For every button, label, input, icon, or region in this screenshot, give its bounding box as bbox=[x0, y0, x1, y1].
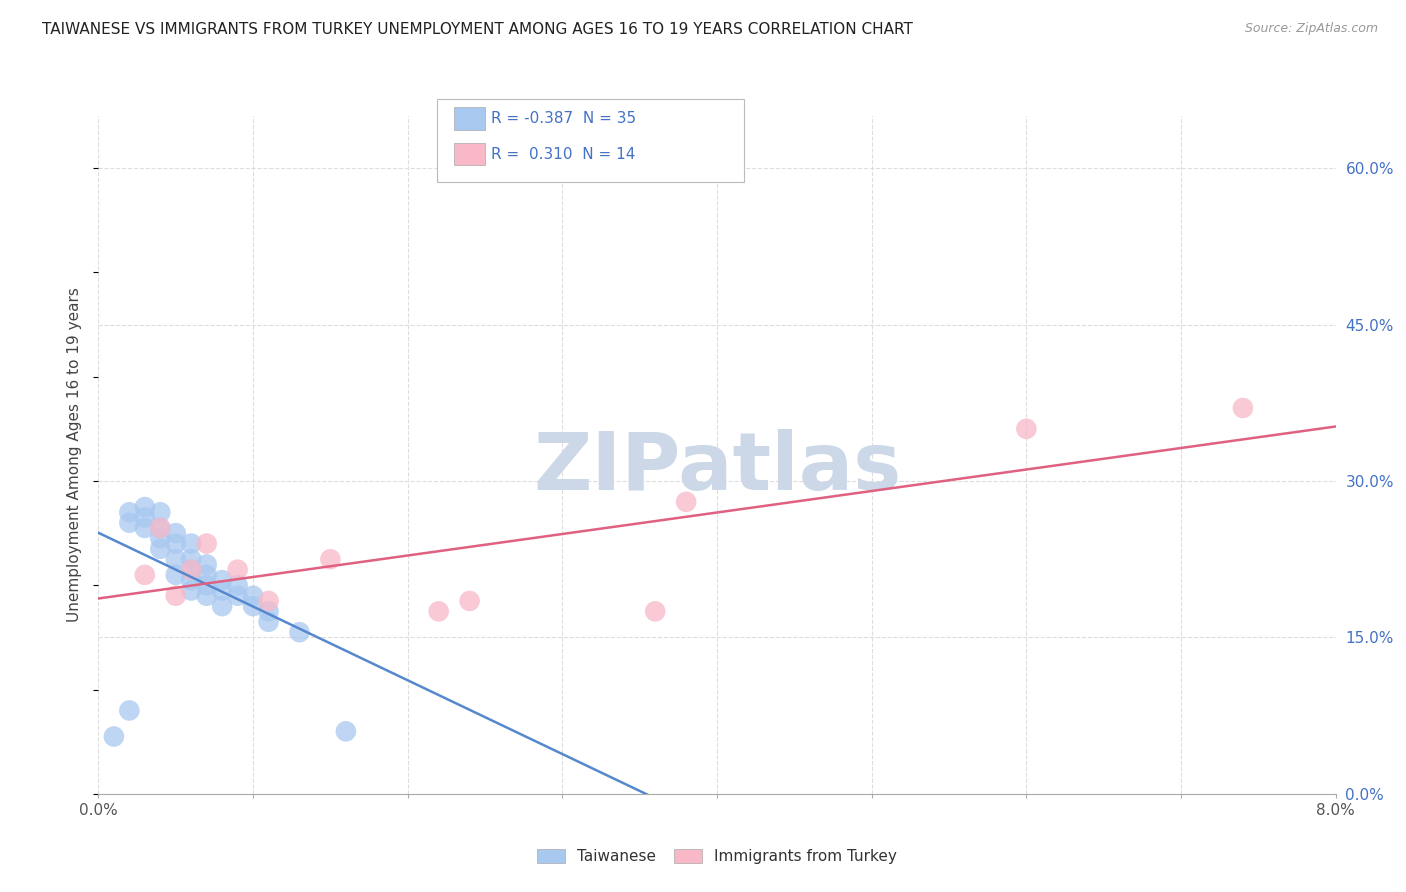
Point bbox=[211, 599, 233, 614]
Point bbox=[211, 583, 233, 598]
Text: Source: ZipAtlas.com: Source: ZipAtlas.com bbox=[1244, 22, 1378, 36]
Legend: Taiwanese, Immigrants from Turkey: Taiwanese, Immigrants from Turkey bbox=[537, 848, 897, 864]
Point bbox=[134, 500, 156, 514]
Point bbox=[211, 573, 233, 587]
Point bbox=[226, 578, 249, 592]
Point bbox=[288, 625, 311, 640]
Point bbox=[644, 604, 666, 618]
Point bbox=[226, 589, 249, 603]
Point bbox=[134, 521, 156, 535]
Point bbox=[118, 505, 141, 519]
Point bbox=[180, 573, 202, 587]
Point bbox=[427, 604, 450, 618]
Point bbox=[1015, 422, 1038, 436]
Point bbox=[149, 521, 172, 535]
Point bbox=[242, 599, 264, 614]
Point bbox=[165, 589, 187, 603]
Point bbox=[118, 703, 141, 717]
Point bbox=[103, 730, 125, 744]
Y-axis label: Unemployment Among Ages 16 to 19 years: Unemployment Among Ages 16 to 19 years bbox=[67, 287, 83, 623]
Point bbox=[319, 552, 342, 566]
Text: TAIWANESE VS IMMIGRANTS FROM TURKEY UNEMPLOYMENT AMONG AGES 16 TO 19 YEARS CORRE: TAIWANESE VS IMMIGRANTS FROM TURKEY UNEM… bbox=[42, 22, 912, 37]
Point bbox=[180, 563, 202, 577]
Point bbox=[195, 578, 218, 592]
Point bbox=[165, 526, 187, 541]
Point bbox=[149, 521, 172, 535]
Point bbox=[226, 563, 249, 577]
Point bbox=[257, 615, 280, 629]
Point bbox=[195, 558, 218, 572]
Point bbox=[180, 583, 202, 598]
Point bbox=[165, 552, 187, 566]
Point bbox=[118, 516, 141, 530]
Text: ZIPatlas: ZIPatlas bbox=[533, 429, 901, 508]
Point bbox=[165, 567, 187, 582]
Point bbox=[257, 604, 280, 618]
Point bbox=[180, 563, 202, 577]
Point bbox=[149, 532, 172, 546]
Point bbox=[242, 589, 264, 603]
Point bbox=[134, 567, 156, 582]
Point bbox=[195, 589, 218, 603]
Point bbox=[149, 505, 172, 519]
Point bbox=[257, 594, 280, 608]
Point bbox=[149, 541, 172, 556]
Text: R = -0.387  N = 35: R = -0.387 N = 35 bbox=[491, 112, 636, 126]
Point bbox=[675, 495, 697, 509]
Point bbox=[1232, 401, 1254, 415]
Point bbox=[195, 567, 218, 582]
Point bbox=[335, 724, 357, 739]
Point bbox=[165, 536, 187, 550]
Text: R =  0.310  N = 14: R = 0.310 N = 14 bbox=[491, 147, 636, 161]
Point bbox=[134, 510, 156, 524]
Point bbox=[458, 594, 481, 608]
Point bbox=[195, 536, 218, 550]
Point bbox=[180, 552, 202, 566]
Point bbox=[180, 536, 202, 550]
